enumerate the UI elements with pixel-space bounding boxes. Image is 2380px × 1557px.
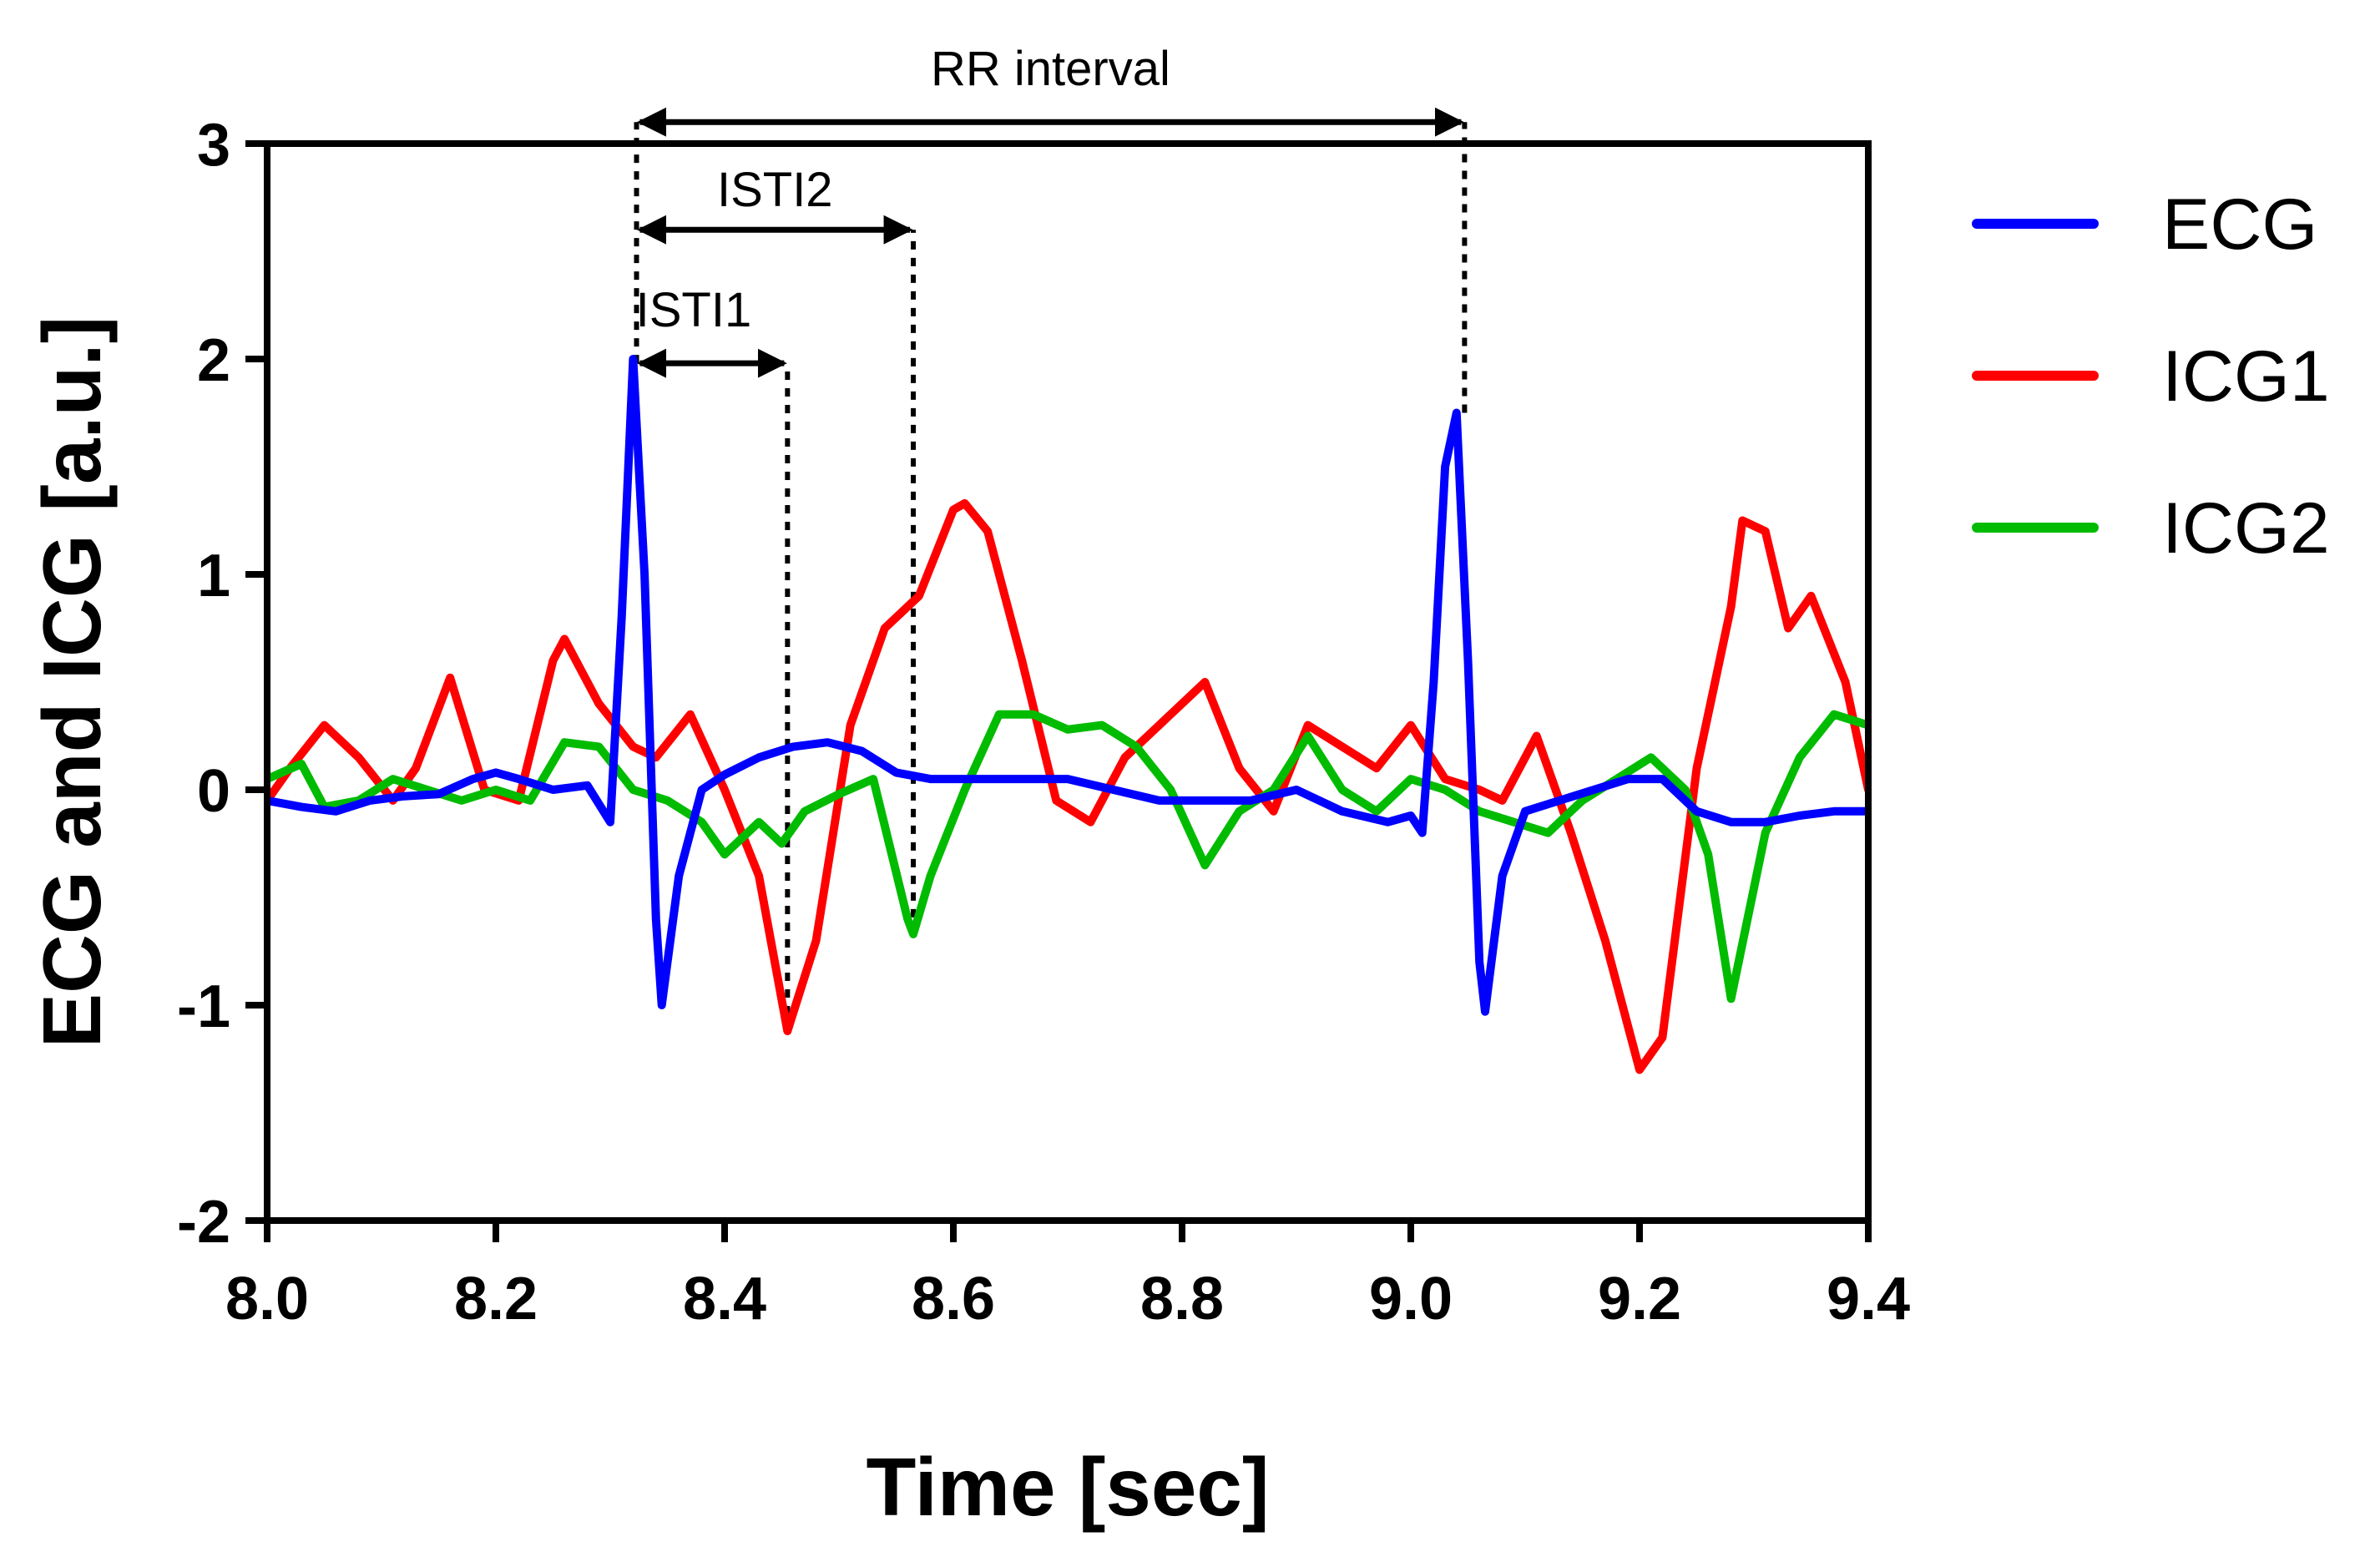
annotations: RR interval ISTI2 ISTI1 (634, 42, 1468, 1031)
x-tick-label: 9.2 (1598, 1266, 1681, 1332)
annotation-label-isti2: ISTI2 (717, 163, 833, 217)
series-line-icg1 (265, 498, 1868, 1074)
y-tick-label: 2 (197, 327, 230, 394)
legend: ECG ICG1 ICG2 (1972, 185, 2330, 569)
x-tick-label: 8.8 (1140, 1266, 1224, 1332)
legend-label-icg1: ICG1 (2162, 336, 2330, 417)
x-tick-label: 8.4 (683, 1266, 766, 1332)
x-tick-label: 8.2 (454, 1266, 538, 1332)
annotation-label-rr-interval: RR interval (931, 42, 1170, 96)
y-tick-label: 3 (197, 112, 230, 179)
x-tick-label: 8.6 (912, 1266, 995, 1332)
y-tick-label: 1 (197, 543, 230, 609)
y-tick-label: -2 (177, 1189, 230, 1256)
y-tick-label: -1 (177, 973, 230, 1040)
plot-frame (264, 140, 1872, 1224)
y-axis-title: ECG and ICG [a.u.] (26, 316, 118, 1049)
x-tick-label: 9.0 (1369, 1266, 1453, 1332)
x-tick-label: 9.4 (1827, 1266, 1910, 1332)
y-tick-label: 0 (197, 758, 230, 825)
series-layer (265, 355, 1868, 1074)
x-axis-title: Time [sec] (867, 1441, 1270, 1533)
series-line-icg2 (265, 710, 1868, 1003)
x-tick-label: 8.0 (225, 1266, 309, 1332)
legend-label-ecg: ECG (2162, 185, 2317, 265)
series-line-ecg (265, 355, 1868, 1016)
annotation-label-isti1: ISTI1 (636, 283, 752, 337)
legend-label-icg2: ICG2 (2162, 488, 2330, 569)
axes: -2 -1 0 1 2 3 8.0 8.2 8.4 8.6 8.8 9.0 9.2 9.4 Time [se… (26, 112, 1910, 1533)
